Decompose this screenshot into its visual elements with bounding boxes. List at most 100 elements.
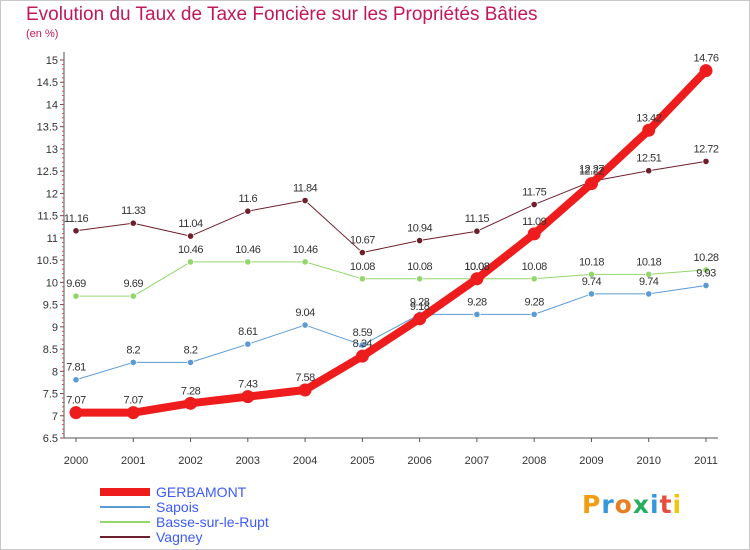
data-point <box>470 272 484 286</box>
y-tick-label: 14.5 <box>37 77 58 89</box>
y-tick-label: 10 <box>46 277 58 289</box>
legend-item: Vagney <box>100 529 269 545</box>
data-point <box>645 270 653 278</box>
data-label: 7.43 <box>238 379 258 391</box>
x-tick-label: 2005 <box>350 455 374 467</box>
data-point <box>184 396 198 410</box>
x-tick-label: 2006 <box>407 455 431 467</box>
data-point <box>72 227 80 235</box>
legend-label: Basse-sur-le-Rupt <box>156 513 269 530</box>
data-label: 11.33 <box>121 205 146 217</box>
data-point <box>301 196 309 205</box>
legend: GERBAMONT Sapois Basse-sur-le-Rupt Vagney <box>100 483 269 545</box>
data-point <box>358 275 366 283</box>
legend-label: Sapois <box>156 498 199 515</box>
data-label: 14.76 <box>693 53 718 65</box>
data-label: 10.08 <box>464 261 489 273</box>
y-tick-label: 7.5 <box>43 389 58 401</box>
data-label: 9.69 <box>124 278 144 290</box>
data-label: 9.74 <box>582 276 602 288</box>
data-label: 12.51 <box>636 153 661 165</box>
data-point <box>530 200 538 209</box>
legend-swatch <box>100 505 150 508</box>
data-point <box>645 167 653 175</box>
data-label: 8.34 <box>353 338 373 350</box>
data-label: 10.08 <box>522 261 547 273</box>
data-label: 7.07 <box>66 395 86 407</box>
y-tick-label: 14 <box>46 99 58 111</box>
data-label: 10.18 <box>636 256 661 268</box>
y-tick-label: 8 <box>52 366 58 378</box>
data-label: 10.18 <box>579 256 604 268</box>
data-point <box>530 310 538 318</box>
data-label: 11.84 <box>293 183 318 195</box>
y-tick-label: 12.5 <box>37 166 58 178</box>
data-label: 7.28 <box>181 385 201 397</box>
y-tick-label: 6.5 <box>43 433 58 445</box>
series-line <box>75 284 707 381</box>
data-label: 10.67 <box>350 235 375 247</box>
data-label: 12.22 <box>579 166 604 178</box>
series-basse-sur-le-rupt <box>72 258 710 300</box>
data-point <box>702 281 710 290</box>
data-label: 11.15 <box>465 213 490 225</box>
data-point <box>473 227 481 235</box>
series-sapois <box>72 281 710 384</box>
data-label: 9.69 <box>66 278 86 290</box>
y-tick-label: 13 <box>46 144 58 156</box>
data-point <box>702 266 710 274</box>
data-label: 10.08 <box>464 261 489 273</box>
x-tick-label: 2007 <box>465 455 489 467</box>
data-label: 12.27 <box>579 163 604 175</box>
data-point <box>241 390 255 404</box>
y-tick-label: 9 <box>52 322 58 334</box>
logo-letter: r <box>601 490 615 519</box>
data-label: 9.28 <box>467 296 487 308</box>
data-label: 8.2 <box>126 344 140 356</box>
y-tick-label: 11.5 <box>37 211 58 223</box>
y-tick-label: 13.5 <box>37 122 58 134</box>
data-label: 10.28 <box>693 252 718 264</box>
data-label: 8.2 <box>184 344 198 356</box>
x-tick-label: 2009 <box>579 455 603 467</box>
data-label: 10.08 <box>407 261 432 273</box>
data-point <box>530 275 538 283</box>
legend-label: GERBAMONT <box>156 483 247 500</box>
data-label: 13.42 <box>636 112 661 124</box>
data-label: 9.28 <box>410 296 430 308</box>
data-point <box>69 406 83 420</box>
data-point <box>416 275 424 283</box>
data-label: 12.72 <box>693 143 718 155</box>
proxiti-logo: Proxiti <box>582 490 682 519</box>
data-label: 11.6 <box>239 193 258 205</box>
axes: 6.577.588.599.51010.51111.51212.51313.51… <box>37 52 718 467</box>
data-label: 11.09 <box>522 216 547 228</box>
chart-title: Evolution du Taux de Taxe Foncière sur l… <box>26 4 538 25</box>
data-point <box>355 349 369 363</box>
data-point <box>244 207 252 215</box>
data-label: 7.58 <box>295 372 315 384</box>
x-tick-label: 2011 <box>694 455 718 467</box>
data-label: 10.94 <box>407 223 432 235</box>
data-point <box>186 258 195 266</box>
series-line <box>72 66 710 417</box>
data-point <box>584 177 598 191</box>
legend-item: Basse-sur-le-Rupt <box>100 513 269 530</box>
logo-letter: i <box>672 490 683 519</box>
x-tick-label: 2003 <box>236 455 260 467</box>
data-label: 10.46 <box>235 244 260 256</box>
logo-letter: x <box>632 490 650 519</box>
data-point <box>129 358 137 366</box>
y-tick-label: 9.5 <box>43 300 58 312</box>
y-unit-label: (en %) <box>26 28 59 40</box>
data-label: 11.04 <box>178 218 203 230</box>
data-point <box>587 270 596 278</box>
data-point <box>587 290 596 298</box>
data-label: 10.46 <box>293 244 318 256</box>
plot-area <box>64 52 718 438</box>
data-label: 9.18 <box>410 301 430 313</box>
logo-letter: P <box>582 490 602 519</box>
data-point <box>244 258 252 266</box>
y-tick-label: 7 <box>52 411 58 423</box>
logo-letter: i <box>650 490 660 519</box>
